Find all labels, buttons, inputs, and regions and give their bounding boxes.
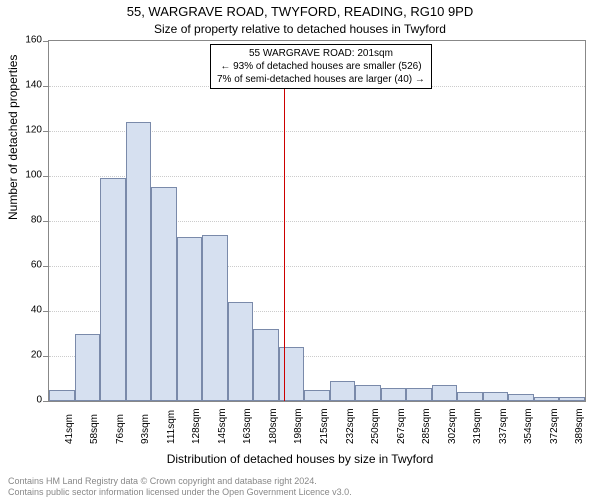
histogram-bar (330, 381, 356, 401)
histogram-bar (381, 388, 407, 402)
footer-line2: Contains public sector information licen… (8, 487, 352, 498)
y-tick (43, 221, 49, 222)
histogram-bar (202, 235, 228, 402)
histogram-bar (534, 397, 560, 402)
y-tick-label: 60 (12, 260, 42, 271)
histogram-bar (508, 394, 534, 401)
x-tick-label: 319sqm (472, 408, 483, 444)
histogram-bar (228, 302, 254, 401)
histogram-bar (432, 385, 458, 401)
histogram-bar (483, 392, 509, 401)
title-sub: Size of property relative to detached ho… (0, 22, 600, 36)
x-tick-label: 372sqm (549, 408, 560, 444)
chart-plot-area (48, 40, 586, 402)
histogram-bar (355, 385, 381, 401)
histogram-bar (75, 334, 101, 402)
y-tick (43, 311, 49, 312)
y-tick (43, 86, 49, 87)
footer-line1: Contains HM Land Registry data © Crown c… (8, 476, 352, 487)
x-tick-label: 302sqm (447, 408, 458, 444)
annotation-line1: 55 WARGRAVE ROAD: 201sqm (217, 47, 425, 60)
y-tick (43, 356, 49, 357)
annotation-box: 55 WARGRAVE ROAD: 201sqm ← 93% of detach… (210, 44, 432, 89)
chart-container: 55, WARGRAVE ROAD, TWYFORD, READING, RG1… (0, 0, 600, 500)
histogram-bar (406, 388, 432, 402)
histogram-bar (151, 187, 177, 401)
histogram-bar (100, 178, 126, 401)
histogram-bar (457, 392, 483, 401)
x-axis-title: Distribution of detached houses by size … (0, 452, 600, 466)
x-tick-label: 250sqm (370, 408, 381, 444)
y-tick-label: 0 (12, 395, 42, 406)
x-tick-label: 58sqm (89, 414, 100, 444)
footer-credits: Contains HM Land Registry data © Crown c… (8, 476, 352, 498)
x-tick-label: 93sqm (140, 414, 151, 444)
y-tick (43, 41, 49, 42)
histogram-bar (126, 122, 152, 401)
histogram-bar (253, 329, 279, 401)
x-tick-label: 232sqm (345, 408, 356, 444)
y-tick (43, 176, 49, 177)
histogram-bar (279, 347, 305, 401)
y-tick (43, 401, 49, 402)
reference-line (284, 45, 285, 401)
x-tick-label: 145sqm (217, 408, 228, 444)
y-tick-label: 140 (12, 80, 42, 91)
histogram-bar (559, 397, 585, 402)
histogram-bar (177, 237, 203, 401)
annotation-line2: ← 93% of detached houses are smaller (52… (217, 60, 425, 73)
y-tick-label: 40 (12, 305, 42, 316)
x-tick-label: 163sqm (242, 408, 253, 444)
y-tick-label: 160 (12, 35, 42, 46)
x-tick-label: 389sqm (574, 408, 585, 444)
x-tick-label: 41sqm (64, 414, 75, 444)
y-tick-label: 80 (12, 215, 42, 226)
y-tick-label: 120 (12, 125, 42, 136)
title-main: 55, WARGRAVE ROAD, TWYFORD, READING, RG1… (0, 4, 600, 19)
x-tick-label: 76sqm (115, 414, 126, 444)
x-tick-label: 285sqm (421, 408, 432, 444)
x-tick-label: 198sqm (293, 408, 304, 444)
x-tick-label: 337sqm (498, 408, 509, 444)
y-tick (43, 266, 49, 267)
x-tick-label: 111sqm (166, 410, 177, 444)
x-tick-label: 215sqm (319, 408, 330, 444)
y-tick (43, 131, 49, 132)
x-tick-label: 128sqm (191, 408, 202, 444)
histogram-bar (304, 390, 330, 401)
y-tick-label: 100 (12, 170, 42, 181)
x-tick-label: 354sqm (523, 408, 534, 444)
y-tick-label: 20 (12, 350, 42, 361)
x-tick-label: 267sqm (396, 408, 407, 444)
annotation-line3: 7% of semi-detached houses are larger (4… (217, 73, 425, 86)
x-tick-label: 180sqm (268, 408, 279, 444)
histogram-bar (49, 390, 75, 401)
